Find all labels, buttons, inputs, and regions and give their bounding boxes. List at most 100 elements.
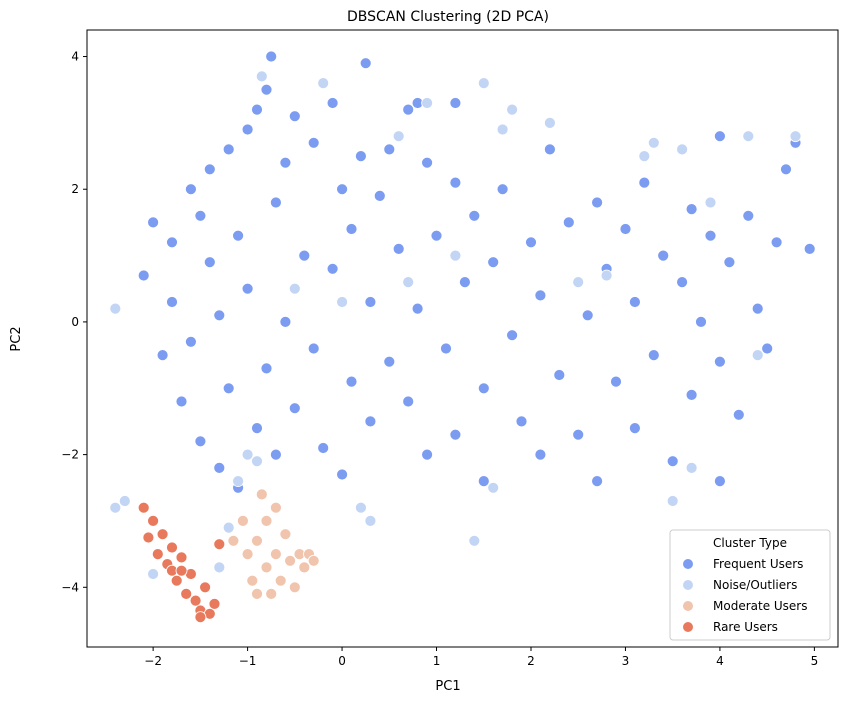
data-point (147, 515, 160, 527)
data-point (695, 315, 707, 328)
x-tick-label: 2 (527, 654, 535, 668)
data-point (449, 249, 462, 262)
data-point (208, 598, 221, 610)
data-point (336, 183, 349, 196)
series-rare-users (137, 501, 226, 623)
data-point (307, 554, 320, 567)
data-point (255, 70, 268, 83)
data-point (222, 382, 235, 395)
data-point (251, 588, 263, 600)
series-moderate-users (227, 488, 320, 600)
data-point (260, 515, 273, 527)
data-point (619, 223, 632, 235)
data-point (732, 408, 745, 421)
data-point (137, 501, 150, 514)
data-point (515, 415, 528, 428)
x-axis-label: PC1 (435, 679, 460, 694)
data-point (430, 229, 443, 242)
data-point (629, 422, 641, 435)
data-point (166, 236, 178, 249)
data-point (241, 123, 254, 136)
points-layer (109, 50, 816, 623)
y-tick-label: 0 (71, 315, 79, 329)
data-point (255, 488, 268, 501)
data-point (274, 574, 287, 587)
data-point (742, 130, 755, 143)
data-point (364, 296, 377, 308)
data-point (284, 554, 297, 567)
data-point (213, 309, 226, 322)
legend-label: Rare Users (713, 620, 778, 634)
data-point (581, 309, 594, 322)
data-point (269, 501, 282, 514)
data-point (685, 388, 698, 401)
data-point (714, 130, 726, 143)
data-point (723, 256, 736, 269)
x-tick-label: −1 (239, 654, 257, 668)
data-point (600, 269, 613, 282)
y-axis-label: PC2 (9, 326, 24, 351)
data-point (421, 97, 434, 109)
data-point (657, 249, 670, 262)
data-point (402, 276, 415, 289)
legend-box (669, 529, 831, 641)
data-point (222, 521, 235, 534)
legend-item: Frequent Users (683, 557, 803, 571)
data-point (241, 282, 254, 295)
data-point (544, 143, 556, 156)
data-point (213, 561, 226, 574)
data-point (251, 103, 263, 116)
data-point (449, 176, 462, 189)
data-point (317, 77, 330, 89)
y-tick-label: 4 (71, 50, 79, 64)
data-point (751, 302, 764, 315)
data-point (345, 223, 358, 235)
data-point (525, 236, 537, 249)
data-point (279, 315, 292, 328)
data-point (751, 349, 764, 362)
data-point (269, 548, 282, 560)
data-point (251, 534, 263, 547)
data-point (638, 150, 651, 163)
data-point (307, 342, 320, 355)
data-point (449, 97, 462, 109)
data-point (496, 183, 509, 196)
data-point (803, 242, 816, 255)
data-point (232, 475, 245, 488)
data-point (288, 282, 301, 295)
data-point (246, 574, 259, 587)
y-tick-label: 2 (71, 182, 79, 196)
data-point (647, 349, 660, 362)
data-point (354, 150, 367, 163)
data-point (166, 296, 178, 308)
data-point (298, 561, 311, 574)
legend-item: Rare Users (683, 620, 778, 634)
data-point (175, 564, 188, 577)
data-point (227, 534, 240, 547)
data-point (147, 216, 160, 229)
data-point (789, 130, 802, 143)
data-point (685, 461, 698, 474)
data-point (260, 83, 273, 96)
data-point (199, 581, 212, 594)
legend-marker (683, 580, 693, 590)
data-point (421, 156, 434, 169)
data-point (269, 196, 282, 209)
data-point (676, 143, 688, 156)
data-point (780, 163, 792, 176)
data-point (534, 289, 547, 302)
data-point (742, 209, 755, 222)
data-point (714, 475, 726, 488)
data-point (666, 455, 679, 468)
series-frequent-users (137, 50, 816, 494)
legend-marker (683, 559, 693, 569)
data-point (685, 203, 698, 216)
data-point (373, 189, 386, 202)
plot-frame (86, 29, 839, 648)
data-point (534, 448, 547, 461)
data-point (761, 342, 774, 355)
data-point (562, 216, 575, 229)
data-point (411, 302, 424, 315)
data-point (714, 355, 726, 368)
